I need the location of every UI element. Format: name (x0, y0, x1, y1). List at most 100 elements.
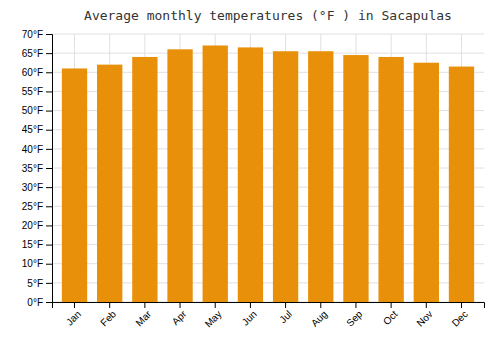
x-axis: Jan Feb Mar Apr May Jun Jul Aug Sep Oct Nov Dec (53, 302, 485, 330)
title: Average monthly temperatures (°F ) in Sa… (84, 8, 452, 23)
tick: 5°F (27, 278, 52, 289)
tick: 65°F (22, 48, 52, 59)
tick-mark (320, 302, 321, 308)
tick-mark (46, 168, 52, 169)
tick: Mar (133, 302, 153, 328)
tick-mark (46, 225, 52, 226)
tick-mark (215, 302, 216, 308)
tick: 45°F (22, 124, 52, 135)
tick: Apr (170, 302, 189, 327)
tick-label: Feb (98, 308, 118, 328)
tick-mark (180, 302, 181, 308)
tick-mark (109, 302, 110, 308)
plot: 0°F 5°F 10°F 15°F 20°F 25°F 30°F 35°F 40°F 45°F 50… (22, 29, 485, 330)
tick: 10°F (22, 258, 52, 269)
tick-label: 50°F (22, 105, 43, 116)
tick-mark (46, 111, 52, 112)
bar (132, 57, 157, 302)
tick-label: 20°F (22, 220, 43, 231)
tick: Jul (277, 302, 294, 325)
y-axis: 0°F 5°F 10°F 15°F 20°F 25°F 30°F 35°F 40°F 45°F 50… (22, 29, 53, 308)
tick-label: 25°F (22, 201, 43, 212)
tick-mark (46, 53, 52, 54)
tick-mark (46, 283, 52, 284)
tick-label: 35°F (22, 163, 43, 174)
bar (273, 51, 298, 302)
tick: Feb (98, 302, 118, 328)
tick-mark (461, 302, 462, 308)
tick: 70°F (22, 29, 52, 40)
tick: 25°F (22, 201, 52, 212)
axis-line (53, 303, 485, 309)
tick-label: 65°F (22, 48, 43, 59)
tick-mark (391, 302, 392, 308)
bar (343, 55, 368, 302)
tick-label: Mar (133, 308, 153, 328)
tick-mark (285, 302, 286, 308)
tick: 20°F (22, 220, 52, 231)
tick: 15°F (22, 239, 52, 250)
bar (167, 49, 192, 302)
tick: 50°F (22, 105, 52, 116)
bar (62, 68, 87, 302)
tick-label: 45°F (22, 124, 43, 135)
tick-label: Jan (64, 308, 83, 327)
grid (52, 34, 484, 302)
tick-mark (46, 34, 52, 35)
tick: May (203, 302, 224, 330)
tick-mark (46, 149, 52, 150)
tick-mark (46, 302, 52, 303)
tick-label: 40°F (22, 144, 43, 155)
tick-mark (144, 302, 145, 308)
tick-mark (46, 91, 52, 92)
tick: 55°F (22, 86, 52, 97)
tick: Sep (344, 302, 365, 329)
tick: Oct (381, 302, 400, 327)
tick: 60°F (22, 67, 52, 78)
bar (414, 63, 439, 302)
tick: 40°F (22, 144, 52, 155)
axis-line (46, 35, 53, 303)
tick-label: 10°F (22, 258, 43, 269)
tick-label: May (203, 308, 224, 329)
chart: 0°F 5°F 10°F 15°F 20°F 25°F 30°F 35°F 40°F 45°F 50… (0, 0, 500, 350)
bar (449, 67, 474, 302)
bar (378, 57, 403, 302)
tick-label: 55°F (22, 86, 43, 97)
grid-line (52, 53, 484, 54)
tick-label: 60°F (22, 67, 43, 78)
bars (62, 45, 474, 302)
tick-label: Nov (414, 308, 434, 328)
tick-mark (355, 302, 356, 308)
tick-label: Sep (344, 308, 365, 329)
tick: 30°F (22, 182, 52, 193)
grid-line (52, 34, 484, 35)
tick-label: Dec (450, 308, 470, 328)
tick-mark (46, 206, 52, 207)
tick: Nov (414, 302, 434, 329)
tick-mark (74, 302, 75, 308)
tick-mark (46, 187, 52, 188)
tick-label: 0°F (27, 297, 43, 308)
tick: 0°F (27, 297, 52, 308)
tick-label: 30°F (22, 182, 43, 193)
tick: 35°F (22, 163, 52, 174)
bar (203, 45, 228, 302)
tick-mark (46, 72, 52, 73)
tick-label: Apr (170, 308, 189, 327)
tick-label: 15°F (22, 239, 43, 250)
tick-mark (46, 264, 52, 265)
tick: Aug (309, 302, 329, 329)
tick-mark (426, 302, 427, 308)
bar (97, 65, 122, 302)
tick: Jun (240, 302, 259, 328)
bar (238, 47, 263, 302)
tick: Jan (64, 302, 83, 328)
tick-label: Aug (309, 308, 329, 328)
tick-label: 5°F (27, 278, 43, 289)
tick-label: Jul (277, 308, 294, 325)
bar (308, 51, 333, 302)
tick-mark (46, 130, 52, 131)
tick: Dec (450, 302, 470, 329)
tick-label: 70°F (22, 29, 43, 40)
